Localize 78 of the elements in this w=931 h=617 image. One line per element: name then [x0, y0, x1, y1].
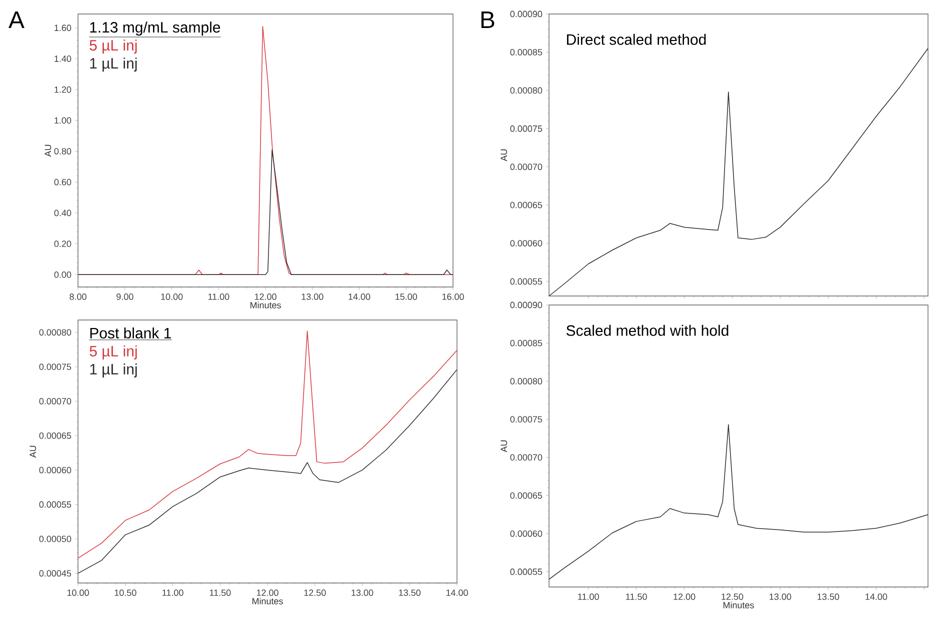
y-tick-label: 0.00090	[510, 10, 542, 18]
x-tick-label: 8.00	[70, 294, 86, 300]
text: A	[8, 12, 24, 28]
text: 1 µL inj	[90, 58, 137, 72]
x-axis-title: Minutes	[250, 302, 281, 308]
y-tick-label: 0.20	[54, 240, 72, 247]
y-tick-label: 0.80	[54, 148, 72, 154]
legend-title: Post blank 1	[90, 327, 171, 338]
y-tick-label: 1.60	[54, 24, 72, 32]
x-tick-label: 13.00	[302, 294, 324, 300]
x-tick-label: 10.00	[161, 294, 183, 300]
text: 5 µL inj	[90, 345, 137, 360]
x-axis-title: Minutes	[723, 602, 754, 608]
y-tick-label: 0.00085	[510, 49, 542, 56]
x-tick-label: 11.50	[626, 594, 647, 600]
y-tick-label: 0.00080	[510, 378, 542, 384]
x-tick-label: 12.00	[256, 590, 278, 596]
y-tick-label: 0.00080	[39, 329, 72, 336]
y-tick-label: 0.00070	[510, 164, 542, 170]
x-tick-label: 12.00	[674, 594, 696, 600]
y-tick-label: 0.00075	[510, 416, 542, 422]
y-tick-label: 0.00090	[510, 302, 542, 308]
y-tick-label: 0.00080	[510, 87, 542, 94]
x-tick-label: 11.00	[162, 590, 184, 596]
x-axis-title: Minutes	[252, 598, 283, 604]
text: B	[481, 12, 494, 28]
y-tick-label: 0.00055	[510, 278, 542, 285]
y-tick-label: 0.00065	[39, 432, 72, 439]
x-tick-label: 10.50	[114, 590, 136, 596]
y-tick-label: 0.00075	[510, 125, 542, 132]
y-tick-label: 0.00085	[510, 340, 542, 346]
line-series	[548, 48, 928, 296]
text: Direct scaled method	[567, 34, 706, 45]
y-tick-label: 1.20	[54, 86, 72, 93]
y-tick-label: 0.00070	[39, 398, 72, 404]
y-tick-label: 0.60	[54, 178, 72, 186]
y-tick-label: 0.00055	[39, 501, 72, 508]
y-axis-title: AU	[30, 446, 36, 458]
x-tick-label: 12.50	[304, 590, 326, 596]
x-tick-label: 14.00	[866, 594, 888, 600]
y-tick-label: 0.00	[54, 271, 72, 278]
x-tick-label: 9.00	[116, 294, 134, 300]
y-tick-label: 0.00070	[510, 454, 542, 461]
text: 1 µL inj	[90, 363, 137, 378]
x-tick-label: 14.00	[348, 294, 370, 300]
y-tick-label: 0.00050	[39, 536, 72, 542]
legend-title: 1.13 mg/mL sample	[90, 22, 220, 36]
line-series	[548, 424, 928, 580]
x-tick-label: 10.00	[67, 590, 89, 596]
x-tick-label: 16.00	[442, 294, 464, 300]
x-tick-label: 15.00	[396, 294, 418, 300]
x-tick-label: 12.50	[722, 594, 744, 600]
x-tick-label: 11.00	[578, 594, 599, 600]
x-tick-label: 13.00	[352, 590, 374, 596]
y-tick-label: 1.40	[54, 56, 72, 62]
y-tick-label: 0.00060	[510, 530, 542, 537]
line-series	[78, 149, 454, 276]
y-axis-title: AU	[500, 149, 508, 162]
y-axis-title: AU	[500, 440, 508, 452]
x-tick-label: 11.00	[208, 294, 230, 300]
x-tick-label: 12.00	[254, 294, 276, 300]
y-tick-label: 0.00065	[510, 202, 542, 208]
y-tick-label: 0.00060	[510, 240, 542, 246]
y-tick-label: 0.40	[54, 210, 72, 216]
y-tick-label: 1.00	[54, 117, 72, 124]
text: Scaled method with hold	[566, 324, 728, 336]
y-tick-label: 0.00065	[510, 492, 542, 499]
x-tick-label: 13.50	[818, 594, 840, 600]
y-tick-label: 0.00045	[39, 570, 72, 577]
x-tick-label: 14.00	[446, 590, 468, 596]
x-tick-label: 13.50	[399, 590, 421, 596]
y-tick-label: 0.00075	[39, 364, 72, 370]
text: 5 µL inj	[90, 40, 137, 54]
y-tick-label: 0.00060	[39, 466, 72, 474]
y-tick-label: 0.00055	[510, 568, 542, 575]
y-axis-title: AU	[44, 144, 52, 157]
x-tick-label: 13.00	[770, 594, 792, 600]
x-tick-label: 11.50	[210, 590, 231, 596]
